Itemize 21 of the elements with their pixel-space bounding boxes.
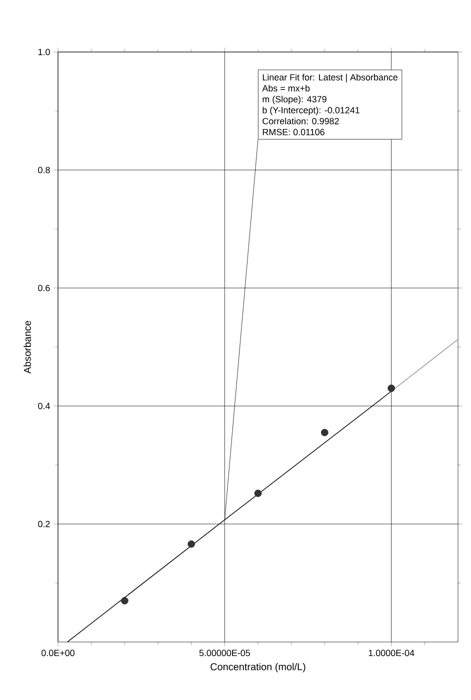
annotation: Linear Fit for: Latest | Absorbance — [262, 74, 398, 82]
point — [388, 384, 396, 392]
y-tick-label: 0.6 — [38, 284, 50, 292]
point — [254, 490, 262, 498]
x-tick-label: 5.00000E-05 — [199, 650, 250, 656]
y-tick-label: 1.0 — [38, 48, 50, 56]
point — [120, 597, 128, 604]
annotation: RMSE: 0.01106 — [262, 128, 324, 136]
annotation: m (Slope): 4379 — [262, 96, 326, 104]
x-tick-label: 1.0000E-04 — [368, 650, 414, 656]
y-tick-label: 0.2 — [38, 520, 50, 528]
point — [188, 540, 196, 548]
x-tick-label: 0.0E+00 — [42, 650, 74, 656]
annotation: Correlation: 0.9982 — [262, 118, 339, 124]
point — [320, 428, 328, 436]
x-axis-title: Concentration (mol/L) — [210, 662, 306, 672]
y-tick-label: 0.4 — [38, 402, 50, 410]
annotation: b (Y-Intercept): -0.01241 — [262, 106, 360, 116]
annotation: Abs = mx+b — [262, 84, 310, 92]
y-tick-label: 0.8 — [38, 166, 50, 174]
y-axis-title: Absorbance — [24, 320, 31, 374]
